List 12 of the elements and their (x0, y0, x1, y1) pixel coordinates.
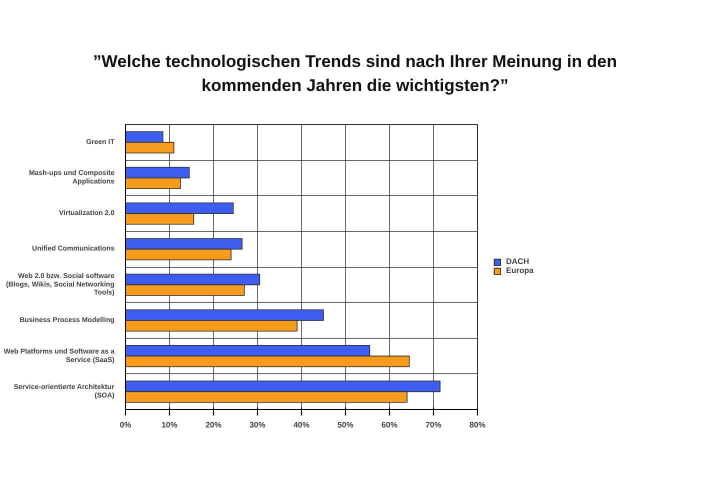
x-tick-label: 30% (249, 420, 266, 430)
x-tick-label: 50% (337, 420, 354, 430)
x-tick-label: 80% (469, 420, 486, 430)
x-tick-label: 0% (120, 420, 132, 430)
x-tick-label: 10% (161, 420, 178, 430)
legend-label: Europa (506, 266, 534, 276)
legend-label: DACH (506, 257, 530, 266)
chart-title: ”Welche technologischen Trends sind nach Ihrer Meinung in den kommenden Jahren die wichtigsten?” (93, 51, 617, 98)
x-tick-label: 20% (205, 420, 222, 430)
x-tick-label: 70% (425, 420, 442, 430)
x-tick-label: 60% (381, 420, 398, 430)
x-tick-label: 40% (293, 420, 310, 430)
